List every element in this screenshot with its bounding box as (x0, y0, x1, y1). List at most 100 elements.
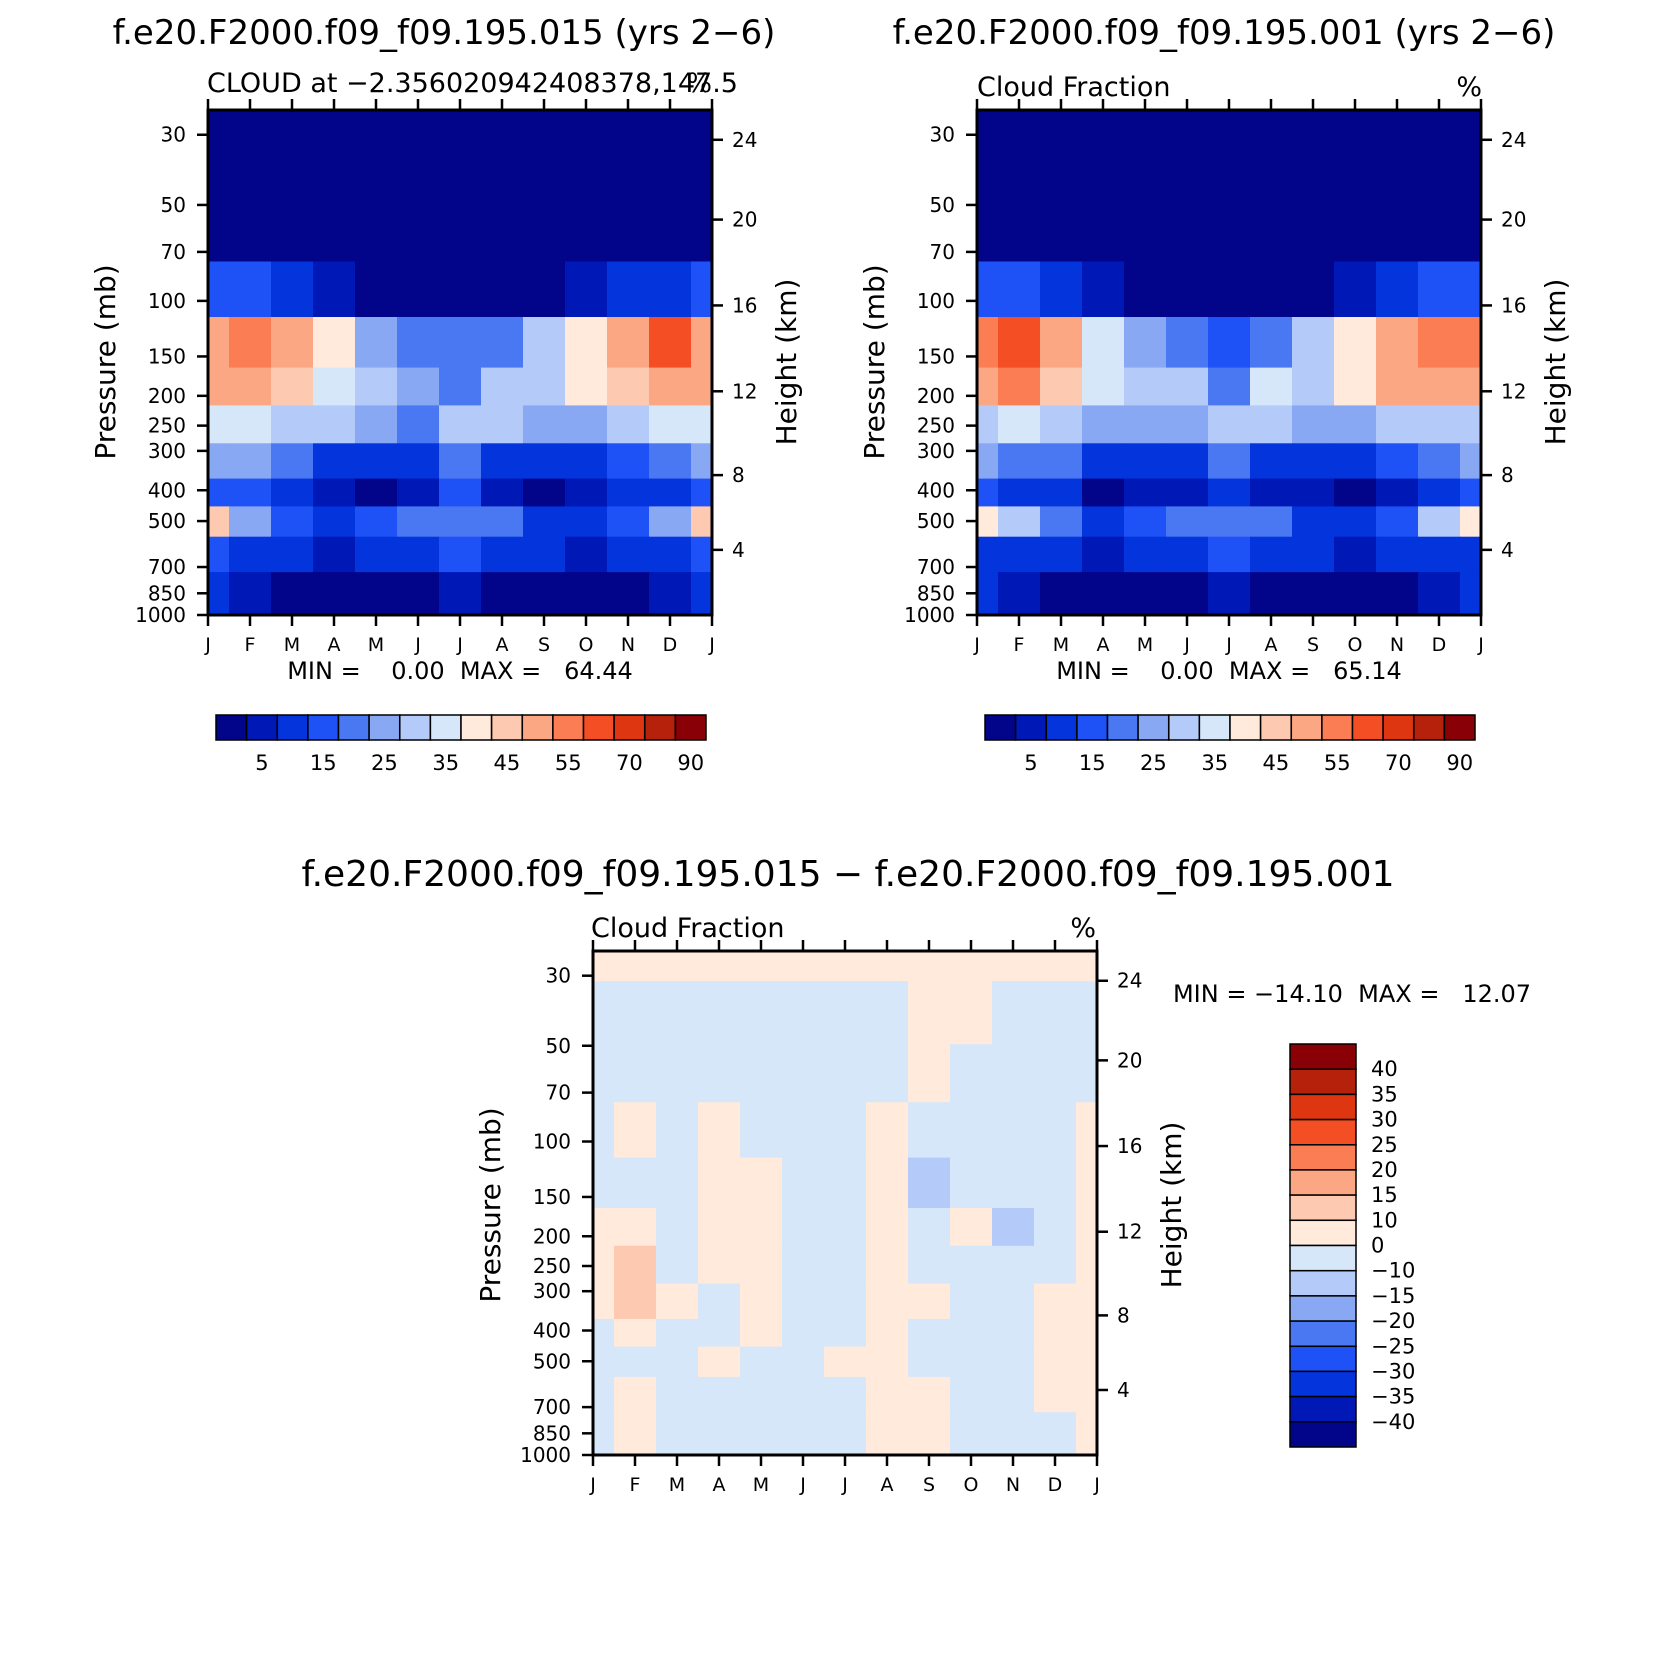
contour-cell (229, 506, 272, 538)
y-tick-label: 400 (533, 1319, 571, 1343)
contour-cell (208, 367, 230, 407)
contour-cell (439, 478, 482, 507)
contour-cell (1034, 951, 1077, 982)
y-tick-label: 150 (148, 344, 186, 368)
contour-cell (1082, 536, 1125, 573)
contour-cell (1082, 443, 1125, 480)
colorbar-label: 5 (1024, 751, 1037, 775)
contour-cell (1082, 110, 1125, 141)
contour-cell (607, 317, 650, 369)
contour-cell (782, 1044, 825, 1103)
contour-cell (607, 602, 650, 616)
contour-cell (1208, 572, 1251, 603)
contour-cell (565, 506, 608, 538)
contour-cell (782, 1376, 825, 1413)
contour-cell (1208, 140, 1251, 204)
contour-cell (1124, 261, 1167, 318)
contour-cell (977, 110, 999, 141)
contour-cell (656, 1208, 699, 1247)
colorbar-label: 90 (677, 751, 704, 775)
contour-cell (607, 572, 650, 603)
x-tick-label: D (1048, 1474, 1063, 1496)
contour-cell (1034, 981, 1077, 1045)
contour-cell (607, 261, 650, 318)
y-tick-label: 300 (917, 439, 955, 463)
contour-cell (523, 536, 566, 573)
panel-1-y-axis-right: 24 20 16 12 8 4 (712, 128, 757, 562)
contour-cell (1460, 478, 1482, 507)
contour-cell (1208, 405, 1251, 444)
contour-cell (1334, 317, 1377, 369)
contour-cell (977, 443, 999, 480)
colorbar-swatch (1289, 1370, 1357, 1398)
panel-2-ylabel: Pressure (mb) (858, 264, 891, 459)
contour-cell (593, 1442, 615, 1456)
contour-cell (866, 1412, 909, 1443)
x-tick-label: O (1348, 634, 1363, 656)
y-tick-label: 500 (917, 509, 955, 533)
contour-cell (1460, 140, 1482, 204)
contour-cell (439, 602, 482, 616)
contour-cell (1166, 443, 1209, 480)
contour-cell (1040, 203, 1083, 263)
contour-cell (607, 536, 650, 573)
colorbar-swatch (1289, 1194, 1357, 1222)
contour-cell (992, 1208, 1035, 1247)
contour-cell (439, 506, 482, 538)
colorbar-swatch (1168, 714, 1201, 741)
contour-cell (1250, 203, 1293, 263)
x-tick-label: M (669, 1474, 685, 1496)
contour-cell (614, 1412, 657, 1443)
colorbar-swatch (1289, 1068, 1357, 1096)
y-right-tick-label: 16 (732, 293, 757, 317)
y-tick-label: 70 (161, 240, 186, 264)
contour-cell (1034, 1044, 1077, 1103)
contour-cell (271, 536, 314, 573)
contour-cell (607, 110, 650, 141)
contour-cell (1166, 405, 1209, 444)
contour-cell (1292, 478, 1335, 507)
contour-cell (614, 1157, 657, 1209)
contour-cell (397, 317, 440, 369)
contour-cell (523, 405, 566, 444)
panel-3: f.e20.F2000.f09_f09.195.015 − f.e20.F200… (302, 854, 1532, 1496)
colorbar-label: 90 (1446, 751, 1473, 775)
contour-cell (1334, 572, 1377, 603)
y-tick-label: 150 (917, 344, 955, 368)
contour-cell (313, 110, 356, 141)
y-tick-label: 250 (917, 414, 955, 438)
contour-cell (397, 261, 440, 318)
y-tick-label: 300 (148, 439, 186, 463)
x-tick-label: S (1307, 634, 1319, 656)
colorbar-label: 70 (1385, 751, 1412, 775)
contour-cell (1166, 317, 1209, 369)
panel-3-y-axis-right: 24 20 16 12 8 4 (1097, 969, 1142, 1402)
y-tick-label: 1000 (135, 603, 186, 627)
contour-cell (1250, 572, 1293, 603)
contour-cell (649, 367, 692, 407)
x-tick-label: J (414, 634, 421, 656)
y-tick-label: 100 (148, 289, 186, 313)
colorbar-label: 30 (1371, 1108, 1398, 1132)
contour-cell (1208, 602, 1251, 616)
contour-cell (1076, 1376, 1098, 1413)
contour-cell (998, 478, 1041, 507)
contour-cell (565, 261, 608, 318)
colorbar-label: 55 (1324, 751, 1351, 775)
contour-cell (950, 1346, 993, 1378)
contour-cell (1418, 203, 1461, 263)
colorbar-swatch (613, 714, 646, 741)
contour-cell (1334, 443, 1377, 480)
contour-cell (208, 536, 230, 573)
contour-cell (607, 506, 650, 538)
x-tick-label: M (368, 634, 384, 656)
contour-cell (1034, 1245, 1077, 1285)
contour-cell (607, 203, 650, 263)
contour-cell (271, 405, 314, 444)
contour-cell (229, 405, 272, 444)
y-tick-label: 30 (161, 123, 186, 147)
contour-cell (1376, 572, 1419, 603)
contour-cell (698, 1376, 741, 1413)
contour-cell (1166, 478, 1209, 507)
